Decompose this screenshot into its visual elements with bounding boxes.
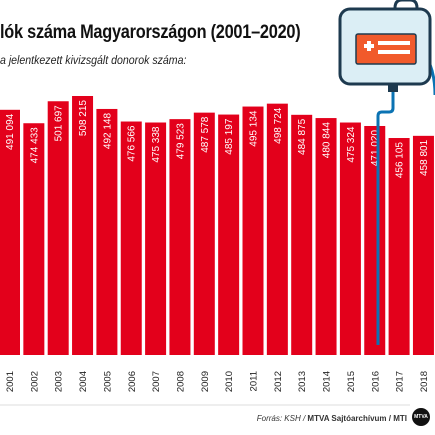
tick-label-2004: 2004 (78, 371, 89, 392)
tick-label-2012: 2012 (273, 371, 284, 392)
value-label-2006: 476 566 (127, 125, 138, 162)
value-label-2018: 458 801 (419, 139, 430, 176)
first-aid-cross-icon (364, 41, 374, 51)
tick-labels-layer: 2001 2002 2003 2004 2005 2006 2007 2008 2009 2010… (0, 371, 430, 406)
value-label-2008: 479 523 (175, 123, 186, 160)
value-label-2017: 456 105 (395, 142, 406, 179)
bar-2017 (388, 138, 410, 355)
bar-2011 (242, 106, 264, 355)
value-label-2004: 508 215 (78, 100, 89, 137)
tick-label-2002: 2002 (29, 371, 40, 392)
bag-hanger (393, 0, 419, 9)
bars-layer (0, 96, 434, 356)
bar-2009 (193, 112, 215, 355)
bar-2002 (23, 123, 45, 356)
value-label-2016: 471 020 (370, 130, 381, 167)
bar-2003 (47, 101, 69, 355)
bag-label-line (378, 50, 410, 54)
tick-label-2015: 2015 (346, 371, 357, 392)
bar-2004 (72, 96, 94, 355)
bar-2013 (291, 114, 313, 355)
bar-2010 (218, 114, 240, 355)
bar-2012 (266, 103, 288, 356)
source-prefix: Forrás: KSH / (256, 414, 308, 423)
value-label-2007: 475 338 (151, 126, 162, 163)
bag-label-line (378, 41, 410, 45)
bar-2015 (339, 122, 361, 355)
bar-2005 (96, 108, 118, 355)
bar-2016 (364, 125, 386, 355)
source-note: Forrás: KSH / MTVA Sajtóarchívum / MTI (257, 414, 407, 423)
tick-label-2009: 2009 (200, 371, 211, 392)
value-labels-layer: 491 094 474 433 501 697 508 215 492 148 476 5… (5, 100, 430, 179)
blood-bag-icon (338, 0, 435, 345)
tick-label-2010: 2010 (224, 371, 235, 392)
tick-label-2013: 2013 (297, 371, 308, 392)
tick-label-2011: 2011 (249, 371, 260, 391)
value-label-2014: 480 844 (322, 122, 333, 159)
tick-label-2016: 2016 (370, 371, 381, 392)
bar-2007 (145, 122, 167, 356)
value-label-2010: 485 197 (224, 118, 235, 155)
mtva-logo: MTVA (412, 408, 430, 426)
chart-title: lók száma Magyarországon (2001–2020) (0, 22, 301, 43)
value-label-2012: 498 724 (273, 107, 284, 144)
value-label-2001: 491 094 (5, 113, 16, 150)
tick-label-2008: 2008 (175, 371, 186, 392)
bar-2006 (120, 121, 142, 355)
source-bold: MTVA Sajtóarchívum / MTI (307, 414, 407, 423)
tube-down (376, 92, 395, 345)
bar-2008 (169, 119, 191, 355)
value-label-2015: 475 324 (346, 126, 357, 163)
bar-2018 (412, 135, 434, 355)
value-label-2013: 484 875 (297, 118, 308, 155)
value-label-2002: 474 433 (29, 127, 40, 164)
tick-label-2018: 2018 (419, 371, 430, 392)
value-label-2005: 492 148 (102, 113, 113, 150)
tick-label-2003: 2003 (54, 371, 65, 392)
tick-label-2014: 2014 (322, 371, 333, 392)
tick-label-2001: 2001 (5, 371, 16, 392)
value-label-2011: 495 134 (249, 110, 260, 147)
value-label-2009: 487 578 (200, 116, 211, 153)
tick-label-2007: 2007 (151, 371, 162, 392)
tick-label-2017: 2017 (395, 371, 406, 392)
bar-2014 (315, 118, 337, 355)
bag-label (355, 33, 417, 65)
bag-port (388, 84, 398, 92)
chart-subtitle: a jelentkezett kivizsgált donorok száma: (0, 55, 187, 67)
tick-label-2005: 2005 (102, 371, 113, 392)
value-label-2003: 501 697 (54, 105, 65, 142)
bar-2001 (0, 109, 20, 355)
tick-label-2006: 2006 (127, 371, 138, 392)
